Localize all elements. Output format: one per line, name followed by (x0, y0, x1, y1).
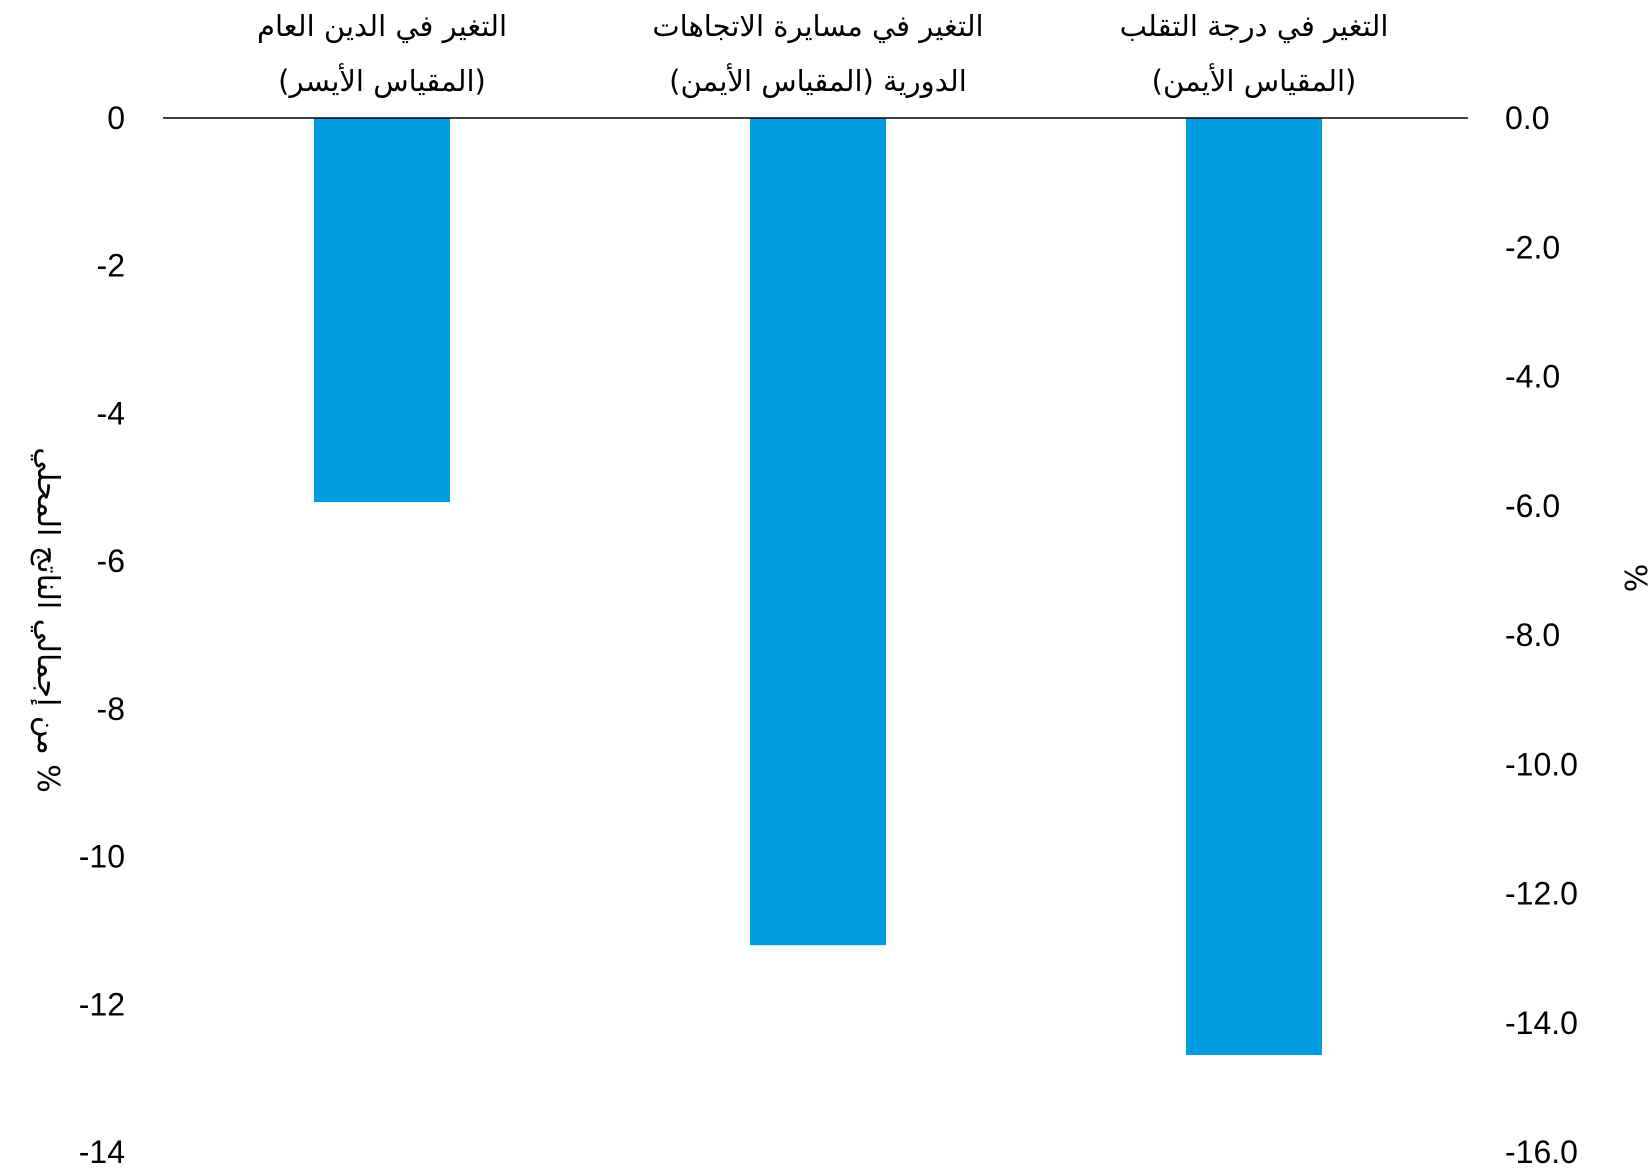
right-tick-label: -16.0 (1505, 1134, 1578, 1170)
category-label-line1: التغير في مسايرة الاتجاهات (652, 9, 983, 44)
bars (314, 118, 1322, 1056)
right-tick-label: -10.0 (1505, 746, 1578, 782)
category-labels: التغير في الدين العام (المقياس الأيسر) الت… (257, 9, 1388, 98)
category-label-line1: التغير في درجة التقلب (1120, 9, 1389, 44)
bar (314, 118, 450, 503)
bar (1186, 118, 1322, 1056)
right-axis-ticks: 0.0 -2.0 -4.0 -6.0 -8.0 -10.0 -12.0 -14.0 -16.0 (1505, 100, 1578, 1170)
right-tick-label: -14.0 (1505, 1005, 1578, 1041)
bar (750, 118, 886, 946)
left-tick-label: -14 (79, 1134, 125, 1170)
left-tick-label: 0 (107, 100, 125, 136)
left-tick-label: -8 (97, 691, 125, 727)
right-tick-label: -12.0 (1505, 876, 1578, 912)
right-tick-label: 0.0 (1505, 100, 1549, 136)
right-tick-label: -6.0 (1505, 488, 1560, 524)
right-tick-label: -2.0 (1505, 229, 1560, 265)
category-label-line2: الدورية (المقياس الأيمن) (669, 62, 967, 98)
right-tick-label: -8.0 (1505, 617, 1560, 653)
category-label-line1: التغير في الدين العام (257, 9, 507, 44)
category-label-line2: (المقياس الأيمن) (1152, 62, 1357, 98)
left-tick-label: -4 (97, 395, 125, 431)
left-tick-label: -2 (97, 248, 125, 284)
category-label-line2: (المقياس الأيسر) (278, 62, 486, 98)
left-tick-label: -6 (97, 543, 125, 579)
left-tick-label: -12 (79, 986, 125, 1022)
left-axis-ticks: 0 -2 -4 -6 -8 -10 -12 -14 (79, 100, 125, 1170)
left-tick-label: -10 (79, 839, 125, 875)
right-tick-label: -4.0 (1505, 359, 1560, 395)
left-axis-title: % من إجمالي الناتج المحلي (30, 447, 65, 793)
right-axis-title: % (1617, 564, 1651, 593)
